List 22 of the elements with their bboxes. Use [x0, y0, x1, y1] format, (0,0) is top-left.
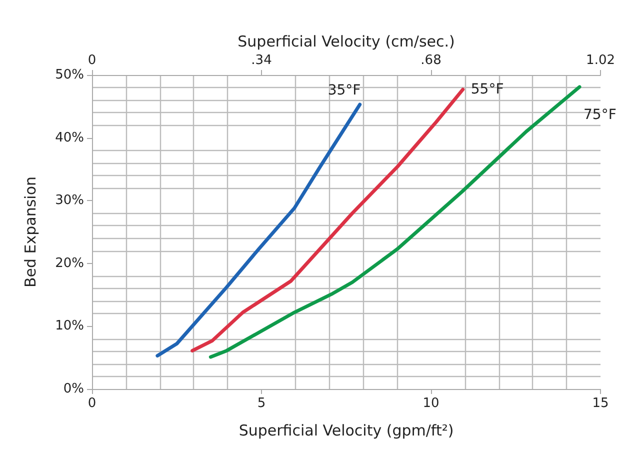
y-tick-label: 50%: [55, 68, 84, 82]
series-label: 35°F: [328, 82, 361, 99]
x-tick-label: 0: [88, 396, 96, 411]
y-tick-label: 30%: [55, 193, 84, 208]
series-label: 55°F: [470, 81, 504, 98]
y-tick-label: 10%: [55, 318, 84, 334]
x2-tick-label: 1.02: [586, 53, 616, 68]
x2-tick-label: 0: [88, 53, 96, 68]
series-label: 75°F: [584, 106, 616, 123]
x2-tick-label: .68: [420, 53, 442, 68]
x-tick-label: 5: [257, 396, 266, 411]
x2-axis-title: Superficial Velocity (cm/sec.): [238, 32, 455, 50]
line-series: [156, 102, 362, 358]
line-series: [208, 85, 582, 359]
y-tick-label: 20%: [55, 256, 84, 271]
x-axis-title: Superficial Velocity (gpm/ft²): [238, 422, 454, 440]
y-tick-label: 40%: [55, 130, 84, 146]
y-axis-title: Bed Expansion: [22, 176, 40, 288]
y-tick-label: 0%: [63, 382, 84, 396]
x-tick-label: 10: [422, 396, 440, 411]
x2-tick-label: .34: [251, 53, 272, 68]
x-tick-label: 15: [592, 396, 609, 411]
